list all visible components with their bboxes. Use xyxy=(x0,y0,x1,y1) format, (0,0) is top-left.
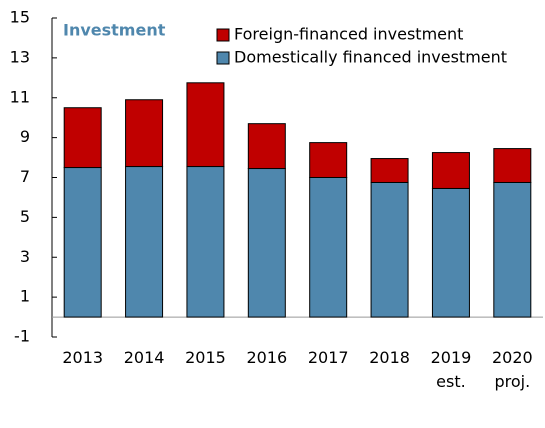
bar-segment xyxy=(125,166,164,318)
y-tick-label: 9 xyxy=(20,127,30,146)
legend-label: Domestically financed investment xyxy=(234,48,507,67)
y-tick-label: 7 xyxy=(20,167,30,186)
bar-segment xyxy=(63,167,102,318)
x-tick-label: 2016 xyxy=(246,348,288,367)
y-tick-label: 11 xyxy=(10,87,30,106)
y-tick-label: 1 xyxy=(20,287,30,306)
y-tick-label: -1 xyxy=(14,327,30,346)
x-tick-label: 2015 xyxy=(185,348,226,367)
bar-segment xyxy=(370,181,409,318)
y-tick-label: 13 xyxy=(10,47,30,66)
chart-title: Investment xyxy=(63,21,166,40)
bar-segment xyxy=(309,142,348,178)
bar-segment xyxy=(431,187,470,318)
x-tick-label: 2020 proj. xyxy=(491,348,533,391)
bar-segment xyxy=(493,148,532,183)
legend-swatch xyxy=(216,51,230,65)
x-tick-label: 2018 xyxy=(369,348,410,367)
x-tick-label: 2019 est. xyxy=(430,348,472,391)
bar-segment xyxy=(247,123,286,170)
bar-segment xyxy=(370,158,409,183)
bar-segment xyxy=(63,107,102,169)
y-tick-label: 5 xyxy=(20,207,30,226)
bar-segment xyxy=(186,166,225,318)
bar-segment xyxy=(309,177,348,318)
bar-segment xyxy=(125,99,164,168)
bar-segment xyxy=(431,152,470,189)
legend-swatch xyxy=(216,28,230,42)
legend-label: Foreign-financed investment xyxy=(234,25,463,44)
y-tick-label: 15 xyxy=(10,8,30,27)
x-tick-label: 2013 xyxy=(62,348,104,367)
bar-segment xyxy=(186,82,225,168)
y-tick-label: 3 xyxy=(20,247,30,266)
bar-segment xyxy=(247,168,286,318)
bar-segment xyxy=(493,181,532,318)
x-tick-label: 2014 xyxy=(123,348,165,367)
x-tick-label: 2017 xyxy=(307,348,349,367)
